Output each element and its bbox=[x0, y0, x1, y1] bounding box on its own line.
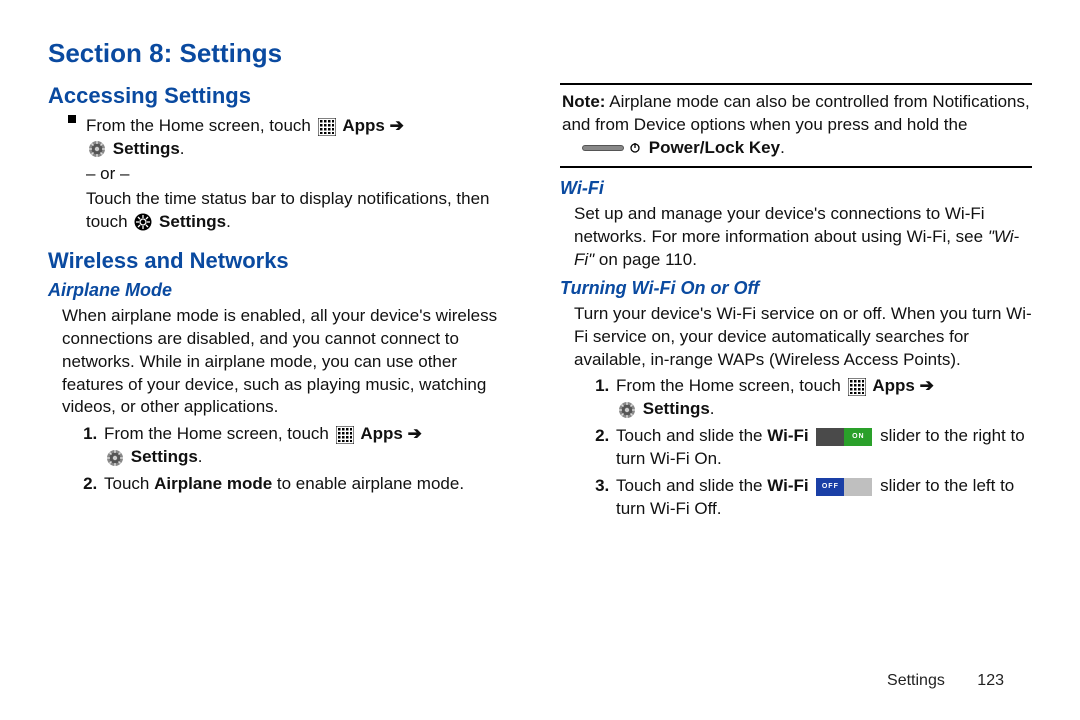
airplane-steps: From the Home screen, touch Apps ➔ bbox=[62, 423, 520, 496]
accessing-settings-heading: Accessing Settings bbox=[48, 83, 520, 109]
settings-label: Settings bbox=[131, 447, 198, 466]
arrow-icon: ➔ bbox=[920, 376, 934, 395]
note-top-rule bbox=[560, 83, 1032, 85]
gear-icon bbox=[618, 401, 636, 419]
or-text: – or – bbox=[86, 163, 520, 186]
wifi-bold: Wi-Fi bbox=[767, 426, 808, 445]
arrow-icon: ➔ bbox=[408, 424, 422, 443]
wifi-step-3: Touch and slide the Wi-Fi OFF slider to … bbox=[614, 475, 1032, 521]
text: From the Home screen, touch bbox=[86, 116, 316, 135]
wifi-body: Set up and manage your device's connecti… bbox=[560, 203, 1032, 272]
apps-grid-icon bbox=[848, 378, 866, 396]
note-bottom-rule bbox=[560, 166, 1032, 168]
airplane-mode-bold: Airplane mode bbox=[154, 474, 272, 493]
wifi-subheading: Wi-Fi bbox=[560, 178, 1032, 199]
off-label: OFF bbox=[816, 478, 844, 496]
turning-wifi-steps: From the Home screen, touch Apps ➔ bbox=[574, 375, 1032, 521]
footer-label: Settings bbox=[887, 672, 945, 689]
two-column-layout: Accessing Settings From the Home screen,… bbox=[48, 83, 1032, 525]
apps-label: Apps bbox=[360, 424, 403, 443]
text: Touch and slide the bbox=[616, 426, 767, 445]
wifi-para-a: Set up and manage your device's connecti… bbox=[574, 204, 988, 246]
on-label: ON bbox=[844, 428, 872, 446]
apps-label: Apps bbox=[872, 376, 915, 395]
settings-label: Settings bbox=[643, 399, 710, 418]
settings-label-2: Settings bbox=[159, 212, 226, 231]
right-column: Note: Airplane mode can also be controll… bbox=[560, 83, 1032, 525]
wifi-para-b: on page 110. bbox=[594, 250, 697, 269]
apps-grid-icon bbox=[318, 118, 336, 136]
settings-circle-icon bbox=[134, 213, 152, 231]
apps-label: Apps bbox=[342, 116, 385, 135]
accessing-bullet: From the Home screen, touch Apps ➔ bbox=[48, 115, 520, 234]
period: . bbox=[180, 139, 185, 158]
period: . bbox=[710, 399, 715, 418]
wifi-off-slider-icon: OFF bbox=[816, 478, 872, 496]
manual-page: Section 8: Settings Accessing Settings F… bbox=[0, 0, 1080, 720]
turning-wifi-paragraph: Turn your device's Wi-Fi service on or o… bbox=[574, 303, 1032, 372]
note-block: Note: Airplane mode can also be controll… bbox=[560, 83, 1032, 168]
period: . bbox=[780, 138, 785, 157]
airplane-step-1: From the Home screen, touch Apps ➔ bbox=[102, 423, 520, 469]
note-text: Airplane mode can also be controlled fro… bbox=[562, 92, 1030, 134]
power-lock-key-label: Power/Lock Key bbox=[649, 138, 780, 157]
note-label: Note: bbox=[562, 92, 605, 111]
text: to enable airplane mode. bbox=[272, 474, 464, 493]
text: From the Home screen, touch bbox=[616, 376, 846, 395]
turning-wifi-subheading: Turning Wi-Fi On or Off bbox=[560, 278, 1032, 299]
text: Touch and slide the bbox=[616, 476, 767, 495]
section-title: Section 8: Settings bbox=[48, 38, 1032, 69]
airplane-body: When airplane mode is enabled, all your … bbox=[48, 305, 520, 497]
turning-wifi-body: Turn your device's Wi-Fi service on or o… bbox=[560, 303, 1032, 521]
wifi-step-2: Touch and slide the Wi-Fi ON slider to t… bbox=[614, 425, 1032, 471]
square-bullet-icon bbox=[68, 115, 76, 123]
wifi-on-slider-icon: ON bbox=[816, 428, 872, 446]
wifi-step-1: From the Home screen, touch Apps ➔ bbox=[614, 375, 1032, 421]
gear-icon bbox=[106, 449, 124, 467]
period: . bbox=[198, 447, 203, 466]
apps-grid-icon bbox=[336, 426, 354, 444]
airplane-mode-subheading: Airplane Mode bbox=[48, 280, 520, 301]
text: From the Home screen, touch bbox=[104, 424, 334, 443]
period: . bbox=[226, 212, 231, 231]
airplane-step-2: Touch Airplane mode to enable airplane m… bbox=[102, 473, 520, 496]
page-number: 123 bbox=[977, 672, 1004, 689]
settings-label: Settings bbox=[113, 139, 180, 158]
left-column: Accessing Settings From the Home screen,… bbox=[48, 83, 520, 525]
power-key-icon bbox=[582, 141, 642, 155]
page-footer: Settings 123 bbox=[887, 672, 1004, 690]
gear-icon bbox=[88, 140, 106, 158]
wireless-networks-heading: Wireless and Networks bbox=[48, 248, 520, 274]
arrow-icon: ➔ bbox=[390, 116, 404, 135]
wifi-bold: Wi-Fi bbox=[767, 476, 808, 495]
text: Touch bbox=[104, 474, 154, 493]
airplane-paragraph: When airplane mode is enabled, all your … bbox=[62, 305, 520, 420]
